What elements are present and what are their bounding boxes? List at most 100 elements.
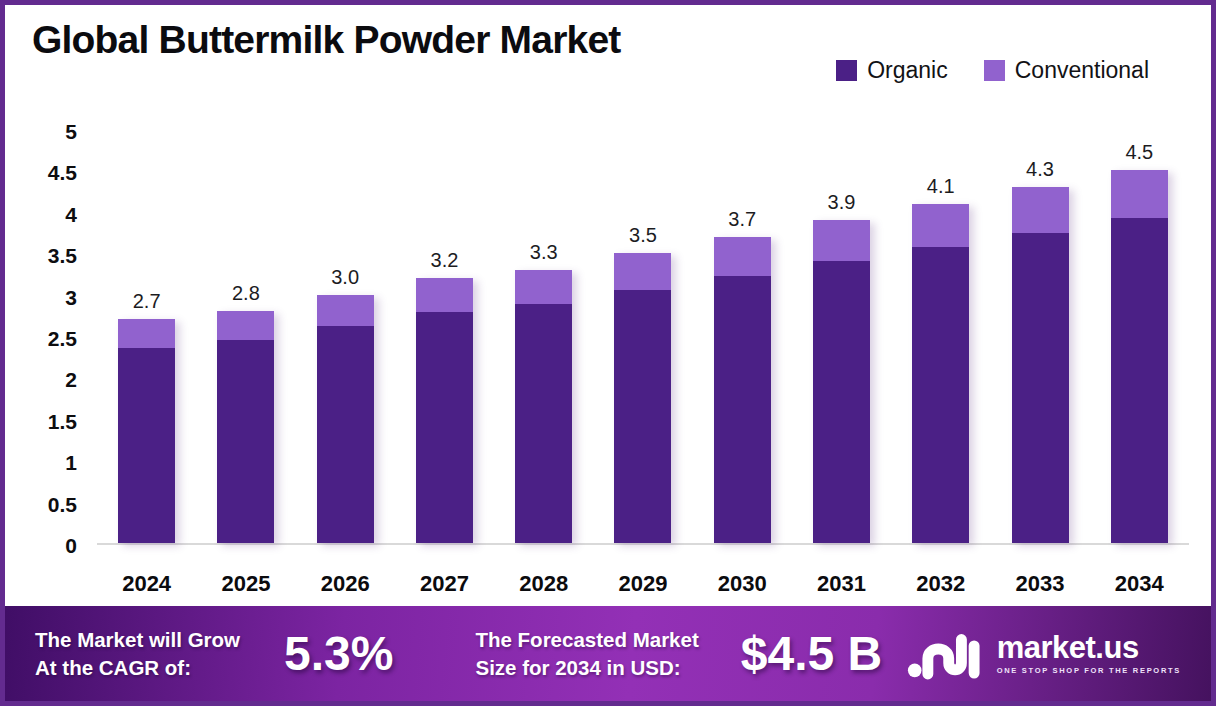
- bar-total-label: 4.5: [1125, 142, 1153, 162]
- bar-total-label: 3.0: [331, 267, 359, 287]
- forecast-label: The Forecasted Market Size for 2034 in U…: [475, 626, 698, 681]
- forecast-label-line1: The Forecasted Market: [475, 626, 698, 654]
- legend-item-organic: Organic: [836, 57, 948, 84]
- cagr-label: The Market will Grow At the CAGR of:: [35, 626, 240, 681]
- x-axis-label: 2025: [196, 563, 295, 597]
- bar-column: 2.8: [196, 131, 295, 543]
- bar-column: 4.5: [1090, 131, 1189, 543]
- bar-column: 3.2: [395, 131, 494, 543]
- cagr-value: 5.3%: [284, 626, 393, 681]
- y-tick-label: 5: [65, 121, 77, 142]
- bar-total-label: 3.5: [629, 225, 657, 245]
- plot-area: 2.7 2.8 3.0 3.2 3.3 3.5 3.7 3.9 4.1 4.3 4.5: [97, 131, 1189, 545]
- x-axis-labels: 2024202520262027202820292030203120322033…: [97, 563, 1189, 597]
- x-axis-label: 2033: [990, 563, 1089, 597]
- bar-column: 3.5: [593, 131, 692, 543]
- bar-column: 3.7: [693, 131, 792, 543]
- forecast-value: $4.5 B: [741, 626, 882, 681]
- legend-label-conventional: Conventional: [1015, 57, 1149, 84]
- bar-stack: [714, 237, 771, 543]
- brand-tagline: ONE STOP SHOP FOR THE REPORTS: [997, 667, 1181, 675]
- x-axis-label: 2032: [891, 563, 990, 597]
- bar-segment-organic: [1012, 233, 1069, 544]
- bar-column: 3.3: [494, 131, 593, 543]
- legend-item-conventional: Conventional: [984, 57, 1149, 84]
- bar-total-label: 2.8: [232, 283, 260, 303]
- bar-total-label: 3.9: [828, 192, 856, 212]
- bar-segment-organic: [217, 340, 274, 543]
- y-tick-label: 3: [65, 286, 77, 307]
- infographic-frame: Global Buttermilk Powder Market Organic …: [0, 0, 1216, 706]
- bar-stack: [912, 204, 969, 543]
- brand-logo: market.us ONE STOP SHOP FOR THE REPORTS: [907, 625, 1181, 683]
- bar-stack: [118, 319, 175, 543]
- bar-total-label: 3.7: [728, 209, 756, 229]
- bar-stack: [813, 220, 870, 543]
- bar-segment-organic: [714, 276, 771, 543]
- bar-stack: [1111, 170, 1168, 543]
- cagr-label-line2: At the CAGR of:: [35, 654, 240, 682]
- bar-segment-conventional: [1012, 187, 1069, 233]
- x-axis-label: 2029: [593, 563, 692, 597]
- bar-stack: [614, 253, 671, 543]
- bar-segment-organic: [515, 304, 572, 543]
- bar-segment-organic: [1111, 218, 1168, 543]
- chart-legend: Organic Conventional: [836, 57, 1149, 84]
- y-axis: 54.543.532.521.510.50: [5, 131, 85, 545]
- bar-stack: [217, 311, 274, 543]
- bar-segment-organic: [813, 261, 870, 543]
- y-tick-label: 2: [65, 369, 77, 390]
- y-tick-label: 4.5: [48, 162, 77, 183]
- x-axis-label: 2027: [395, 563, 494, 597]
- bar-segment-conventional: [217, 311, 274, 340]
- y-tick-label: 3.5: [48, 245, 77, 266]
- y-tick-label: 1: [65, 452, 77, 473]
- bar-segment-organic: [614, 290, 671, 543]
- bar-segment-conventional: [614, 253, 671, 290]
- y-tick-label: 4: [65, 203, 77, 224]
- bar-total-label: 3.2: [431, 250, 459, 270]
- brand-name: market.us: [997, 632, 1181, 663]
- y-tick-label: 1.5: [48, 410, 77, 431]
- bar-segment-conventional: [813, 220, 870, 261]
- x-axis-label: 2024: [97, 563, 196, 597]
- bar-segment-conventional: [912, 204, 969, 248]
- forecast-label-line2: Size for 2034 in USD:: [475, 654, 698, 682]
- bar-column: 4.3: [990, 131, 1089, 543]
- bar-segment-organic: [317, 326, 374, 543]
- bar-stack: [416, 278, 473, 543]
- bar-segment-conventional: [714, 237, 771, 276]
- bar-stack: [1012, 187, 1069, 543]
- bar-segment-conventional: [515, 270, 572, 304]
- bar-column: 2.7: [97, 131, 196, 543]
- y-tick-label: 0.5: [48, 493, 77, 514]
- bar-segment-conventional: [1111, 170, 1168, 217]
- bar-segment-organic: [118, 348, 175, 543]
- x-axis-label: 2026: [296, 563, 395, 597]
- bar-segment-organic: [912, 247, 969, 543]
- bar-segment-conventional: [416, 278, 473, 312]
- bar-column: 3.9: [792, 131, 891, 543]
- cagr-label-line1: The Market will Grow: [35, 626, 240, 654]
- bar-stack: [515, 270, 572, 543]
- legend-swatch-organic: [836, 60, 857, 81]
- bar-stack: [317, 295, 374, 543]
- bar-segment-conventional: [118, 319, 175, 347]
- x-axis-label: 2034: [1090, 563, 1189, 597]
- market-us-logo-icon: [907, 625, 985, 683]
- bar-column: 4.1: [891, 131, 990, 543]
- y-tick-label: 2.5: [48, 328, 77, 349]
- page-title: Global Buttermilk Powder Market: [32, 18, 621, 62]
- legend-label-organic: Organic: [867, 57, 948, 84]
- bar-total-label: 3.3: [530, 242, 558, 262]
- x-axis-label: 2030: [693, 563, 792, 597]
- bar-column: 3.0: [296, 131, 395, 543]
- legend-swatch-conventional: [984, 60, 1005, 81]
- x-axis-label: 2028: [494, 563, 593, 597]
- y-tick-label: 0: [65, 535, 77, 556]
- bar-segment-conventional: [317, 295, 374, 326]
- bar-segment-organic: [416, 312, 473, 543]
- bar-total-label: 2.7: [133, 291, 161, 311]
- bar-total-label: 4.1: [927, 176, 955, 196]
- bar-total-label: 4.3: [1026, 159, 1054, 179]
